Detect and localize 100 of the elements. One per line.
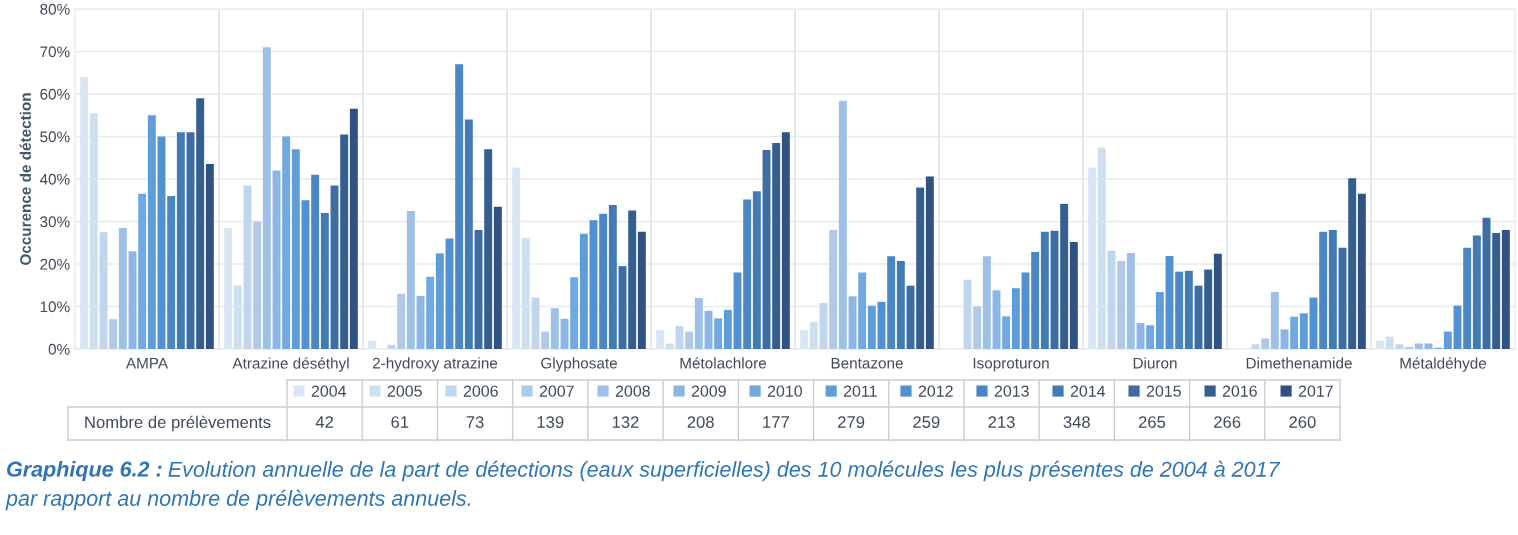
bar (397, 293, 406, 349)
bar (1175, 271, 1184, 349)
bar (541, 331, 550, 349)
bar (1204, 269, 1213, 349)
text: 42 (315, 416, 334, 428)
bar (743, 199, 752, 349)
bar (262, 47, 271, 349)
bar (829, 230, 838, 349)
legend-label: 2004 (311, 385, 347, 397)
bar (1126, 252, 1135, 349)
bar (1069, 241, 1078, 349)
text: 266 (1214, 416, 1241, 428)
bar (311, 174, 320, 349)
bar (205, 164, 214, 349)
legend-label: 2009 (691, 385, 726, 397)
bar (925, 176, 934, 349)
x-tick-label: Métolachlore (680, 357, 767, 369)
bar (714, 318, 723, 349)
legend-label: 2016 (1222, 385, 1257, 397)
y-tick-label: 30% (40, 216, 70, 228)
y-tick-label: 0% (48, 343, 70, 355)
bar (484, 149, 493, 349)
text: 61 (391, 416, 409, 428)
bar (752, 191, 761, 349)
bar (147, 115, 156, 349)
bar (138, 193, 147, 349)
y-tick-label: 40% (39, 173, 70, 185)
bar (406, 210, 415, 349)
bar (896, 261, 905, 349)
text: par rapport au nombre de prélèvements annuels. (5, 489, 471, 511)
bar (1299, 313, 1308, 349)
bar (570, 277, 579, 349)
bar (233, 285, 242, 349)
y-tick-label: 50% (40, 131, 70, 143)
bar (1492, 232, 1501, 349)
legend-label: 2015 (1146, 385, 1181, 397)
legend-label: 2006 (463, 385, 498, 397)
bar (1097, 147, 1106, 349)
bar (349, 108, 358, 349)
text: Evolution annuelle de la part de détections (eaux superficielles) des 10 molécules les plus présentes de 2004 à 2017 (168, 460, 1281, 482)
bar (599, 213, 608, 349)
bar (1117, 261, 1126, 349)
bar (426, 276, 435, 349)
bar (196, 98, 205, 349)
bar (1357, 193, 1366, 349)
bar (858, 272, 867, 349)
bar (772, 142, 781, 349)
legend-label: 2005 (387, 385, 422, 397)
bar (1472, 235, 1481, 349)
text: 132 (612, 416, 639, 428)
text: 259 (913, 416, 940, 428)
text: 213 (988, 416, 1015, 428)
bar (1040, 231, 1049, 349)
bar (320, 213, 329, 349)
y-axis-title: Occurence de détection (19, 93, 31, 265)
bar (1385, 336, 1394, 349)
text: 139 (537, 416, 564, 428)
bar (282, 136, 291, 349)
x-tick-label: Métaldéhyde (1400, 357, 1487, 372)
bar (1348, 178, 1357, 349)
bar (781, 132, 790, 349)
text: Graphique 6.2 : (7, 460, 162, 482)
x-tick-label: Bentazone (831, 357, 903, 369)
x-tick-label: Diuron (1133, 357, 1177, 369)
bar (167, 196, 176, 349)
x-tick-label: 2-hydroxy atrazine (372, 357, 498, 372)
bar (291, 149, 300, 349)
bar (550, 308, 559, 349)
bar (1060, 204, 1069, 349)
bar (464, 119, 473, 349)
bar (1405, 346, 1414, 349)
text: 279 (838, 416, 865, 428)
bar (1501, 230, 1510, 349)
bar (435, 253, 444, 349)
bar (1155, 292, 1164, 349)
bar (455, 64, 464, 349)
bar (1328, 230, 1337, 349)
text: 348 (1063, 416, 1090, 428)
bar (867, 305, 876, 349)
bar (973, 306, 982, 349)
bar (1270, 292, 1279, 349)
legend-label: 2011 (843, 385, 877, 397)
x-tick-label: Isoproturon (973, 357, 1049, 372)
bar (685, 331, 694, 349)
bar (982, 256, 991, 349)
legend-label: 2014 (1070, 385, 1106, 397)
bar (665, 343, 674, 349)
bar (1280, 329, 1289, 349)
text: 265 (1138, 416, 1166, 428)
bar (1424, 343, 1433, 349)
bar (1443, 331, 1452, 349)
bar (887, 256, 896, 349)
text: 260 (1289, 416, 1316, 428)
x-tick-label: Dimethenamide (1246, 357, 1352, 369)
bar (809, 321, 818, 349)
bar (109, 319, 118, 349)
y-tick-label: 70% (40, 46, 70, 58)
bar (176, 132, 185, 349)
bar (1011, 288, 1020, 349)
bar (1146, 325, 1155, 349)
